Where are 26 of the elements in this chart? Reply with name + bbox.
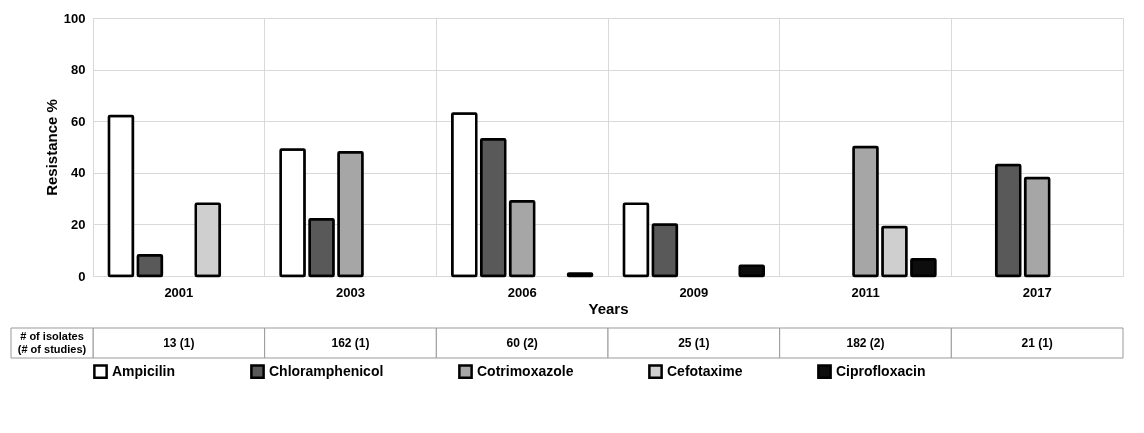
y-tick-label: 0 — [78, 268, 86, 284]
legend-label: Ciprofloxacin — [836, 362, 926, 379]
x-tick-label: 2009 — [679, 284, 709, 300]
x-tick-label: 2017 — [1022, 284, 1052, 300]
y-tick-label: 20 — [71, 216, 86, 232]
text: 162 (1) — [331, 336, 370, 350]
y-axis-title: Resistance % — [42, 99, 60, 196]
x-tick-label: 2003 — [336, 284, 365, 300]
text: 182 (2) — [846, 336, 885, 350]
text: 21 (1) — [1021, 336, 1053, 350]
text: 25 (1) — [678, 336, 710, 350]
text: # of isolates (# of studies) — [17, 330, 87, 355]
legend-label: Cefotaxime — [667, 362, 743, 379]
text: 60 (2) — [506, 336, 538, 350]
legend-label: Ampicilin — [112, 362, 176, 379]
x-tick-label: 2006 — [507, 284, 537, 300]
y-tick-label: 40 — [71, 165, 86, 181]
y-tick-label: 60 — [71, 113, 86, 129]
legend-label: Chloramphenicol — [269, 362, 384, 379]
text: 13 (1) — [163, 336, 195, 350]
y-tick-label: 100 — [63, 10, 86, 26]
y-tick-label: 80 — [71, 62, 86, 78]
legend-label: Cotrimoxazole — [477, 362, 574, 379]
x-tick-label: 2001 — [164, 284, 194, 300]
x-axis-title: Years — [588, 299, 629, 317]
x-tick-label: 2011 — [851, 284, 880, 300]
